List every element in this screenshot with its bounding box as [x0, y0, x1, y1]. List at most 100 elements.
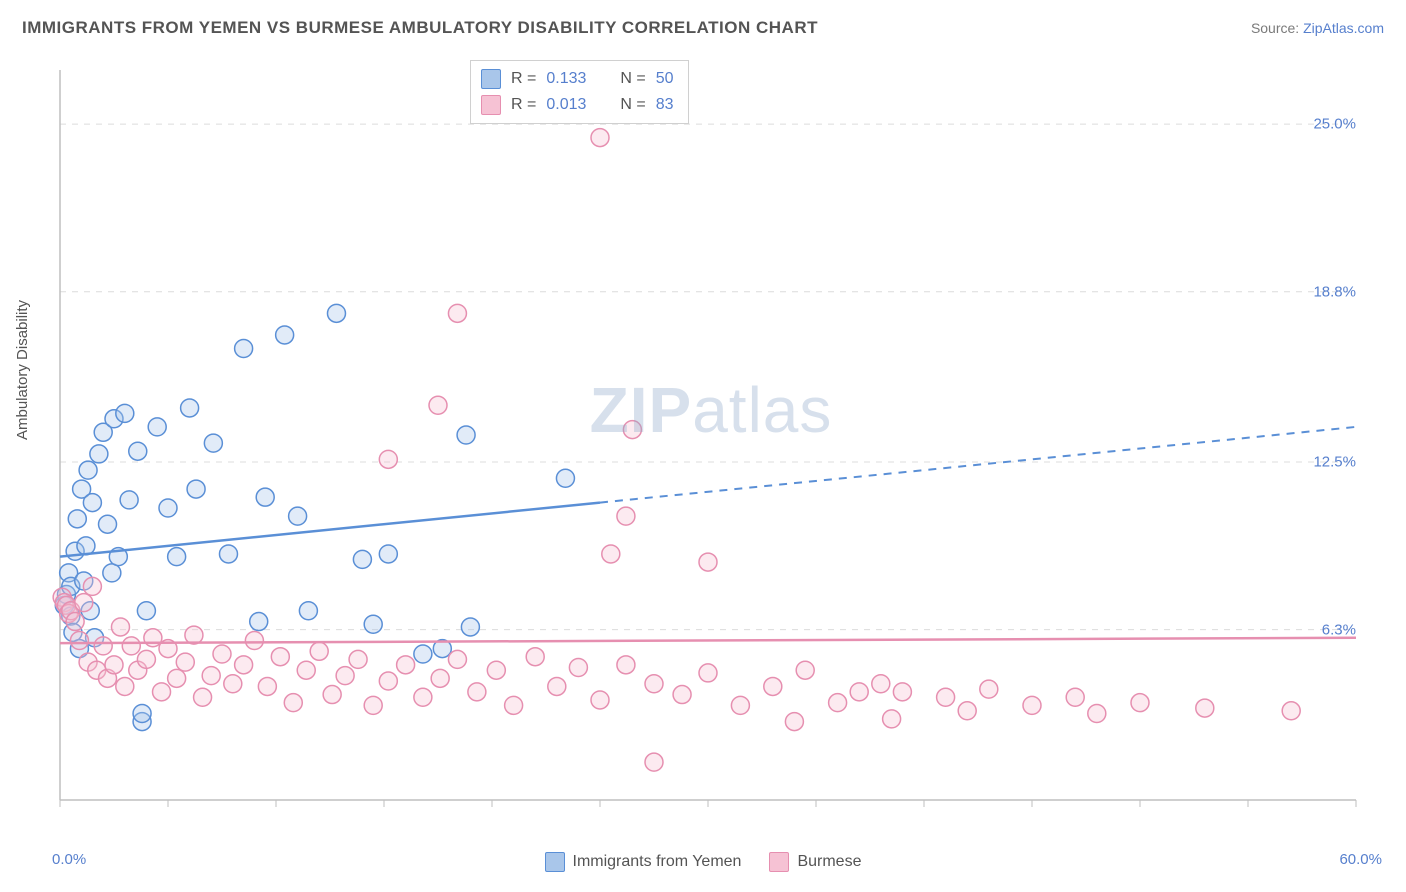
burmese-point — [1131, 694, 1149, 712]
burmese-point — [245, 631, 263, 649]
legend-swatch — [481, 95, 501, 115]
legend-swatch — [769, 852, 789, 872]
burmese-point — [271, 648, 289, 666]
r-value: 0.133 — [546, 66, 586, 92]
burmese-point — [431, 669, 449, 687]
source-link[interactable]: ZipAtlas.com — [1303, 20, 1384, 36]
burmese-point — [591, 691, 609, 709]
burmese-point — [70, 631, 88, 649]
burmese-point — [829, 694, 847, 712]
burmese-point — [699, 553, 717, 571]
yemen-point — [256, 488, 274, 506]
burmese-point — [1066, 688, 1084, 706]
burmese-point — [202, 667, 220, 685]
burmese-point — [364, 696, 382, 714]
yemen-point — [461, 618, 479, 636]
burmese-point — [397, 656, 415, 674]
burmese-point — [379, 672, 397, 690]
yemen-point — [137, 602, 155, 620]
burmese-point — [336, 667, 354, 685]
burmese-point — [310, 642, 328, 660]
burmese-point — [569, 659, 587, 677]
chart-area: ZIPatlas 6.3%12.5%18.8%25.0% — [50, 60, 1372, 820]
yemen-point — [327, 304, 345, 322]
burmese-point — [673, 686, 691, 704]
burmese-point — [144, 629, 162, 647]
burmese-point — [1088, 704, 1106, 722]
yemen-point — [250, 613, 268, 631]
legend-swatch — [545, 852, 565, 872]
legend-stats: R = 0.133N = 50R = 0.013N = 83 — [470, 60, 689, 124]
yemen-point — [148, 418, 166, 436]
burmese-point — [224, 675, 242, 693]
burmese-point — [958, 702, 976, 720]
yemen-point — [79, 461, 97, 479]
yemen-point — [204, 434, 222, 452]
burmese-point — [429, 396, 447, 414]
burmese-point — [872, 675, 890, 693]
burmese-point — [153, 683, 171, 701]
n-label: N = — [620, 66, 645, 92]
scatter-plot — [50, 60, 1372, 820]
burmese-point — [414, 688, 432, 706]
yemen-trend-dashed — [600, 427, 1356, 503]
burmese-point — [284, 694, 302, 712]
burmese-point — [602, 545, 620, 563]
y-grid-label: 18.8% — [1313, 283, 1356, 300]
burmese-point — [617, 656, 635, 674]
y-grid-label: 25.0% — [1313, 116, 1356, 133]
burmese-point — [937, 688, 955, 706]
yemen-point — [187, 480, 205, 498]
y-axis-title: Ambulatory Disability — [14, 300, 31, 440]
yemen-point — [235, 339, 253, 357]
burmese-point — [893, 683, 911, 701]
legend-item-yemen: Immigrants from Yemen — [545, 852, 742, 872]
yemen-point — [133, 704, 151, 722]
yemen-point — [103, 564, 121, 582]
r-label: R = — [511, 66, 536, 92]
yemen-point — [159, 499, 177, 517]
burmese-point — [1282, 702, 1300, 720]
burmese-point — [764, 677, 782, 695]
burmese-point — [213, 645, 231, 663]
burmese-point — [448, 304, 466, 322]
burmese-point — [487, 661, 505, 679]
burmese-point — [349, 650, 367, 668]
burmese-point — [122, 637, 140, 655]
burmese-point — [105, 656, 123, 674]
burmese-point — [731, 696, 749, 714]
burmese-point — [116, 677, 134, 695]
yemen-trend-solid — [60, 503, 600, 557]
burmese-point — [980, 680, 998, 698]
yemen-point — [129, 442, 147, 460]
burmese-point — [623, 421, 641, 439]
burmese-point — [645, 753, 663, 771]
chart-title: IMMIGRANTS FROM YEMEN VS BURMESE AMBULAT… — [22, 18, 818, 38]
burmese-point — [194, 688, 212, 706]
source-prefix: Source: — [1251, 20, 1303, 36]
burmese-point — [448, 650, 466, 668]
yemen-point — [168, 548, 186, 566]
yemen-point — [90, 445, 108, 463]
y-grid-label: 12.5% — [1313, 454, 1356, 471]
burmese-point — [548, 677, 566, 695]
legend-label: Burmese — [797, 853, 861, 870]
yemen-point — [83, 494, 101, 512]
burmese-point — [883, 710, 901, 728]
burmese-point — [1023, 696, 1041, 714]
burmese-point — [66, 613, 84, 631]
n-value: 83 — [656, 92, 674, 118]
yemen-point — [68, 510, 86, 528]
burmese-point — [258, 677, 276, 695]
burmese-point — [591, 129, 609, 147]
source-attribution: Source: ZipAtlas.com — [1251, 20, 1384, 36]
yemen-point — [276, 326, 294, 344]
yemen-point — [116, 404, 134, 422]
burmese-point — [1196, 699, 1214, 717]
burmese-point — [379, 450, 397, 468]
y-grid-label: 6.3% — [1322, 621, 1356, 638]
legend-label: Immigrants from Yemen — [573, 853, 742, 870]
n-label: N = — [620, 92, 645, 118]
burmese-point — [505, 696, 523, 714]
legend-stat-row-burmese: R = 0.013N = 83 — [481, 92, 674, 118]
